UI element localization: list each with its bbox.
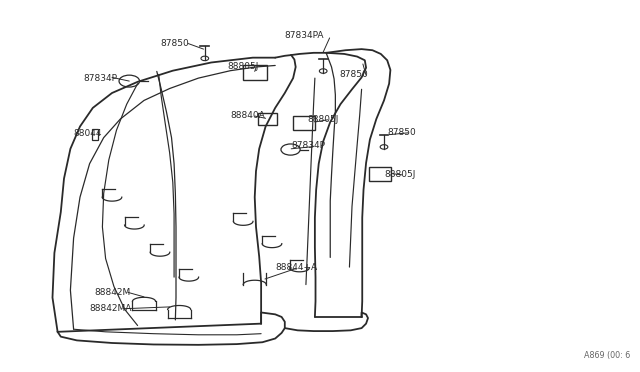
- Text: 87834P: 87834P: [83, 74, 117, 83]
- Text: 88844+A: 88844+A: [275, 263, 317, 272]
- Bar: [243, 65, 267, 80]
- Bar: [258, 113, 277, 125]
- Text: A869 (00: 6: A869 (00: 6: [584, 351, 630, 360]
- Text: 88842M: 88842M: [95, 288, 131, 296]
- Text: 88805J: 88805J: [307, 115, 339, 124]
- Text: 88805J: 88805J: [227, 62, 259, 71]
- Text: 87834P: 87834P: [291, 141, 325, 150]
- Bar: [92, 129, 98, 140]
- Text: 87834PA: 87834PA: [285, 31, 324, 40]
- Text: 87850: 87850: [339, 70, 368, 79]
- Text: 87850: 87850: [387, 128, 416, 137]
- Bar: [293, 116, 315, 130]
- Text: 87850: 87850: [160, 39, 189, 48]
- Bar: [369, 167, 391, 181]
- Text: 88842MA: 88842MA: [90, 304, 132, 313]
- Text: 88840A: 88840A: [230, 111, 265, 120]
- Text: 88044: 88044: [74, 129, 102, 138]
- Text: 88805J: 88805J: [384, 170, 415, 179]
